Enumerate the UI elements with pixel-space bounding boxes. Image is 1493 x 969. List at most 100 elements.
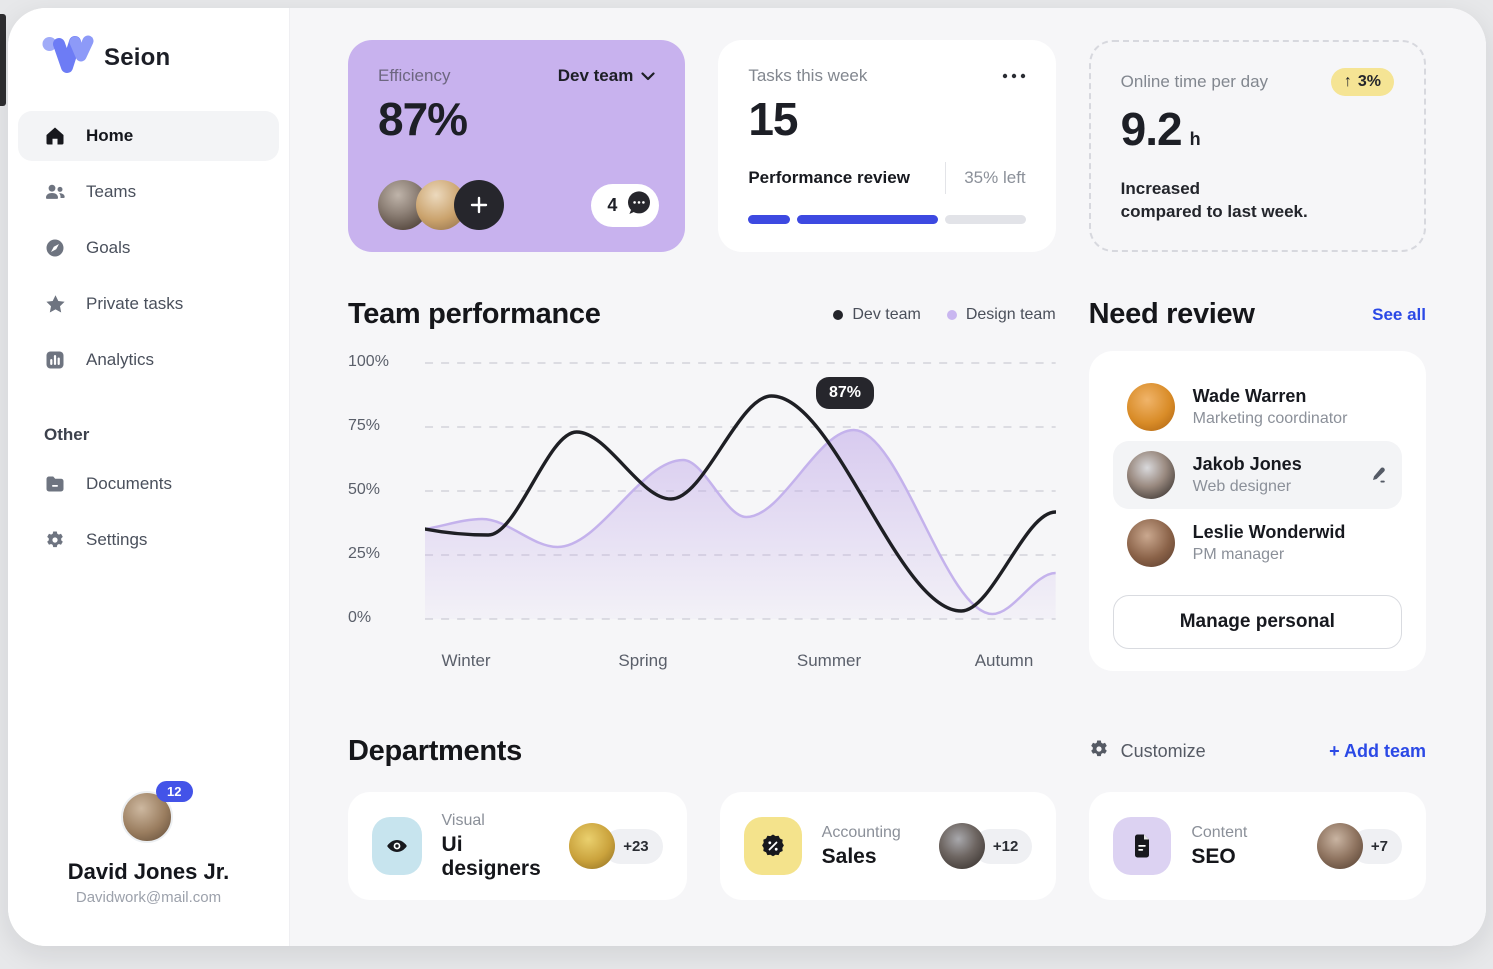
avatar (1316, 823, 1363, 869)
user-email: Davidwork@mail.com (75, 889, 222, 906)
seion-logo-icon (42, 34, 94, 81)
task-progress-bar (748, 215, 1026, 224)
person-row[interactable]: Leslie Wonderwid PM manager (1113, 509, 1402, 577)
y-tick: 0% (348, 609, 372, 626)
home-icon (44, 125, 66, 147)
compass-icon (44, 237, 66, 259)
online-time-label: Online time per day (1120, 72, 1269, 91)
x-tick: Winter (441, 651, 491, 670)
need-review-card: Wade Warren Marketing coordinator Jakob … (1088, 351, 1426, 671)
x-tick: Spring (618, 651, 668, 670)
app-window: Seion Home Teams Goals (8, 8, 1486, 946)
progress-remainder (945, 215, 1026, 224)
edit-pencil-icon[interactable] (1368, 465, 1388, 485)
dev-team-line (423, 394, 1058, 613)
delta-badge: ↑ 3% (1330, 68, 1394, 96)
gear-icon (1089, 739, 1109, 764)
department-team: Sales (821, 844, 877, 868)
bar-chart-icon (44, 349, 66, 371)
department-card-visual[interactable]: Visual Ui designers +23 (348, 792, 687, 900)
member-avatars (378, 180, 504, 230)
sidebar-item-label: Home (86, 126, 134, 145)
department-category: Accounting (821, 823, 901, 841)
sidebar-nav: Home Teams Goals Private tasks (8, 111, 289, 385)
avatar (120, 791, 173, 843)
sidebar-item-analytics[interactable]: Analytics (18, 335, 279, 385)
manage-personal-button[interactable]: Manage personal (1112, 595, 1402, 649)
person-row[interactable]: Jakob Jones Web designer (1112, 441, 1402, 509)
logo: Seion (8, 34, 289, 81)
legend-dev-team: Dev team (833, 306, 921, 324)
notification-badge: 12 (156, 781, 193, 802)
person-role: Marketing coordinator (1192, 410, 1348, 427)
task-name: Performance review (748, 168, 910, 187)
task-remaining: 35% left (945, 162, 1026, 194)
more-options-icon[interactable] (1002, 73, 1026, 79)
member-count-badge: +23 (603, 828, 663, 864)
customize-button[interactable]: Customize (1089, 739, 1206, 764)
sidebar-section-label: Other (44, 425, 90, 444)
app-name: Seion (104, 43, 171, 71)
design-team-area (425, 430, 1056, 619)
y-tick: 25% (348, 545, 381, 562)
chart-legend: Dev team Design team (833, 306, 1056, 324)
tasks-value: 15 (748, 93, 798, 145)
messages-pill[interactable]: 4 (591, 183, 660, 227)
sidebar-item-settings[interactable]: Settings (18, 515, 279, 565)
tasks-label: Tasks this week (748, 66, 868, 85)
team-performance-chart: 100% 75% 50% 25% 0% (348, 349, 1058, 691)
sidebar-item-documents[interactable]: Documents (18, 459, 279, 509)
online-time-card: Online time per day ↑ 3% 9.2 h Increased… (1088, 40, 1426, 252)
chart-svg (423, 362, 1058, 620)
person-name: Jakob Jones (1192, 454, 1302, 474)
user-profile[interactable]: 12 David Jones Jr. Davidwork@mail.com (8, 781, 289, 920)
sidebar-item-home[interactable]: Home (18, 111, 279, 161)
background-window-edge (0, 14, 6, 106)
department-team: Ui designers (441, 832, 541, 880)
message-count: 4 (607, 194, 618, 215)
design-team-line (424, 428, 1056, 616)
avatar (1126, 451, 1175, 499)
departments-title: Departments (348, 735, 522, 767)
sidebar-nav-other: Documents Settings (8, 459, 289, 565)
gear-icon (44, 529, 66, 551)
tasks-card: Tasks this week 15 Performance review 35… (718, 40, 1056, 252)
chevron-down-icon (641, 66, 655, 86)
sidebar-item-private-tasks[interactable]: Private tasks (18, 279, 279, 329)
progress-segment (796, 215, 939, 224)
user-name: David Jones Jr. (67, 859, 230, 884)
add-member-button[interactable] (454, 180, 504, 230)
sidebar-item-label: Teams (86, 182, 137, 201)
legend-design-team: Design team (946, 306, 1056, 324)
sidebar-item-teams[interactable]: Teams (18, 167, 279, 217)
need-review-title: Need review (1088, 298, 1255, 330)
online-time-value: 9.2 (1120, 103, 1183, 155)
x-tick: Summer (796, 651, 862, 670)
person-name: Wade Warren (1192, 386, 1307, 406)
department-card-accounting[interactable]: Accounting Sales +12 (719, 792, 1057, 900)
chart-plot-area: 87% (423, 349, 1058, 633)
avatar (1126, 383, 1175, 431)
sidebar-item-goals[interactable]: Goals (18, 223, 279, 273)
see-all-link[interactable]: See all (1372, 304, 1426, 324)
sidebar-item-label: Settings (86, 530, 148, 549)
sidebar-item-label: Documents (86, 474, 172, 493)
department-card-content[interactable]: Content SEO +7 (1089, 792, 1426, 900)
department-category: Content (1191, 823, 1248, 841)
efficiency-value: 87% (378, 93, 468, 145)
person-row[interactable]: Wade Warren Marketing coordinator (1113, 373, 1402, 441)
x-tick: Autumn (974, 651, 1034, 670)
avatar (569, 823, 616, 869)
department-team: SEO (1191, 844, 1236, 868)
online-time-unit: h (1189, 129, 1201, 149)
chart-tooltip: 87% (816, 377, 875, 409)
avatar (938, 823, 985, 869)
team-selector-dropdown[interactable]: Dev team (558, 66, 656, 86)
progress-segment (748, 215, 790, 224)
add-team-button[interactable]: + Add team (1329, 741, 1426, 761)
y-tick: 100% (348, 353, 389, 370)
star-icon (44, 293, 66, 315)
legend-dot (946, 309, 957, 320)
legend-dot (833, 309, 844, 320)
teams-icon (44, 181, 66, 203)
